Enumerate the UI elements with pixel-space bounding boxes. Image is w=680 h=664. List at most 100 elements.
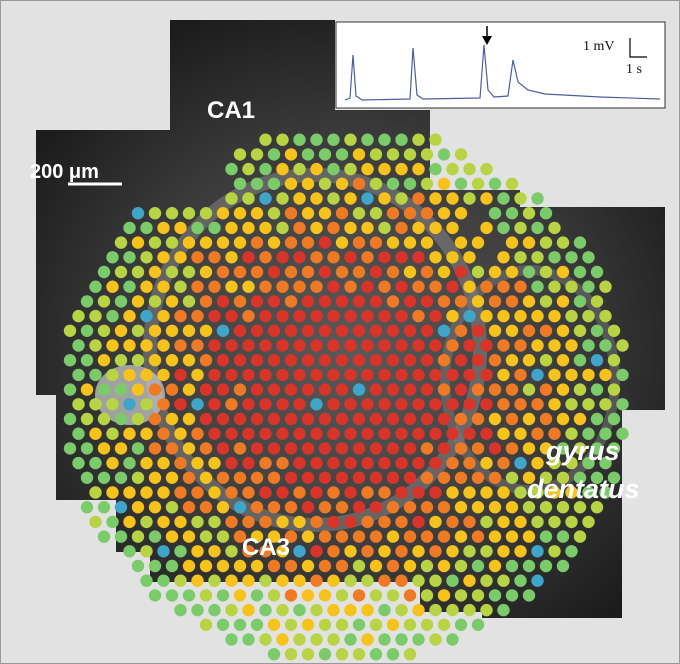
gyrus-label: gyrus bbox=[545, 436, 620, 466]
electrode-dot bbox=[336, 413, 348, 425]
electrode-dot bbox=[217, 383, 229, 395]
electrode-dot bbox=[293, 604, 305, 616]
electrode-dot bbox=[412, 545, 424, 557]
electrode-dot bbox=[208, 251, 220, 263]
electrode-dot bbox=[149, 325, 161, 337]
electrode-dot bbox=[132, 207, 144, 219]
electrode-dot bbox=[234, 236, 246, 248]
electrode-dot bbox=[370, 648, 382, 660]
electrode-dot bbox=[123, 310, 135, 322]
electrode-dot bbox=[497, 604, 509, 616]
electrode-dot bbox=[480, 192, 492, 204]
electrode-dot bbox=[361, 339, 373, 351]
electrode-dot bbox=[174, 575, 186, 587]
electrode-dot bbox=[404, 530, 416, 542]
electrode-dot bbox=[565, 310, 577, 322]
electrode-dot bbox=[361, 134, 373, 146]
electrode-dot bbox=[285, 472, 297, 484]
electrode-dot bbox=[174, 457, 186, 469]
electrode-dot bbox=[166, 589, 178, 601]
electrode-dot bbox=[319, 325, 331, 337]
electrode-dot bbox=[208, 281, 220, 293]
electrode-dot bbox=[548, 398, 560, 410]
electrode-dot bbox=[463, 251, 475, 263]
electrode-dot bbox=[149, 442, 161, 454]
electrode-dot bbox=[378, 339, 390, 351]
electrode-dot bbox=[149, 560, 161, 572]
electrode-dot bbox=[336, 354, 348, 366]
electrode-dot bbox=[183, 442, 195, 454]
electrode-dot bbox=[251, 178, 263, 190]
electrode-dot bbox=[421, 325, 433, 337]
electrode-dot bbox=[344, 457, 356, 469]
electrode-dot bbox=[310, 369, 322, 381]
electrode-dot bbox=[378, 163, 390, 175]
electrode-dot bbox=[480, 310, 492, 322]
electrode-dot bbox=[123, 486, 135, 498]
electrode-dot bbox=[438, 148, 450, 160]
electrode-dot bbox=[132, 560, 144, 572]
electrode-dot bbox=[370, 560, 382, 572]
electrode-dot bbox=[327, 163, 339, 175]
electrode-dot bbox=[98, 413, 110, 425]
electrode-dot bbox=[72, 428, 84, 440]
electrode-dot bbox=[217, 413, 229, 425]
electrode-dot bbox=[183, 472, 195, 484]
electrode-dot bbox=[412, 251, 424, 263]
electrode-dot bbox=[123, 369, 135, 381]
electrode-dot bbox=[242, 192, 254, 204]
electrode-dot bbox=[370, 148, 382, 160]
electrode-dot bbox=[412, 222, 424, 234]
electrode-dot bbox=[344, 192, 356, 204]
electrode-dot bbox=[302, 472, 314, 484]
electrode-dot bbox=[387, 442, 399, 454]
electrode-dot bbox=[387, 413, 399, 425]
electrode-dot bbox=[183, 354, 195, 366]
electrode-dot bbox=[217, 619, 229, 631]
electrode-dot bbox=[344, 251, 356, 263]
electrode-dot bbox=[276, 251, 288, 263]
electrode-dot bbox=[463, 457, 475, 469]
electrode-dot bbox=[395, 310, 407, 322]
electrode-dot bbox=[378, 516, 390, 528]
electrode-dot bbox=[353, 648, 365, 660]
electrode-dot bbox=[259, 575, 271, 587]
electrode-dot bbox=[412, 516, 424, 528]
electrode-dot bbox=[225, 486, 237, 498]
electrode-dot bbox=[514, 192, 526, 204]
electrode-dot bbox=[64, 383, 76, 395]
electrode-dot bbox=[225, 604, 237, 616]
electrode-dot bbox=[523, 560, 535, 572]
electrode-dot bbox=[455, 442, 467, 454]
electrode-dot bbox=[395, 251, 407, 263]
electrode-dot bbox=[183, 383, 195, 395]
electrode-dot bbox=[140, 486, 152, 498]
electrode-dot bbox=[429, 457, 441, 469]
electrode-dot bbox=[353, 236, 365, 248]
electrode-dot bbox=[217, 501, 229, 513]
electrode-dot bbox=[302, 354, 314, 366]
electrode-dot bbox=[438, 325, 450, 337]
electrode-dot bbox=[242, 633, 254, 645]
electrode-dot bbox=[327, 457, 339, 469]
electrode-dot bbox=[446, 369, 458, 381]
electrode-dot bbox=[259, 339, 271, 351]
electrode-dot bbox=[310, 134, 322, 146]
electrode-dot bbox=[149, 266, 161, 278]
electrode-dot bbox=[285, 148, 297, 160]
electrode-dot bbox=[302, 266, 314, 278]
electrode-dot bbox=[395, 457, 407, 469]
electrode-dot bbox=[140, 516, 152, 528]
electrode-dot bbox=[438, 619, 450, 631]
electrode-dot bbox=[234, 383, 246, 395]
electrode-dot bbox=[251, 560, 263, 572]
electrode-dot bbox=[548, 339, 560, 351]
electrode-dot bbox=[276, 398, 288, 410]
electrode-dot bbox=[268, 207, 280, 219]
electrode-dot bbox=[106, 339, 118, 351]
electrode-dot bbox=[115, 530, 127, 542]
electrode-dot bbox=[361, 222, 373, 234]
electrode-dot bbox=[259, 192, 271, 204]
electrode-dot bbox=[480, 457, 492, 469]
electrode-dot bbox=[242, 281, 254, 293]
